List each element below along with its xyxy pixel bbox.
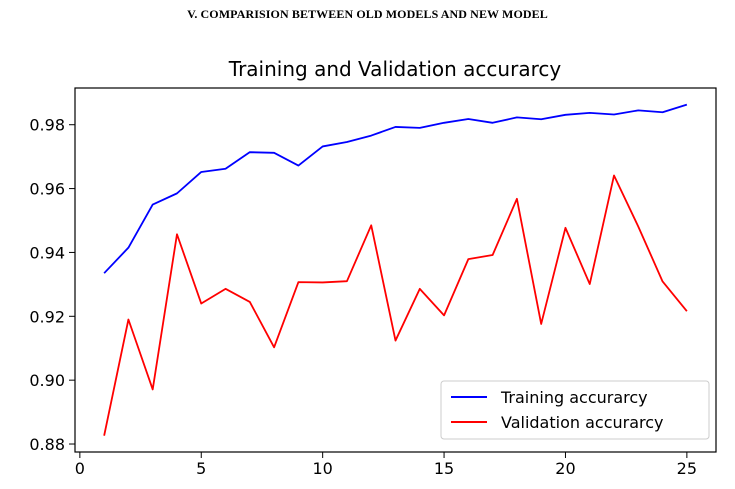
y-tick-label: 0.98 [29, 116, 65, 135]
legend-label: Training accurarcy [500, 388, 648, 407]
x-tick-label: 0 [75, 459, 85, 478]
chart-title: Training and Validation accurarcy [228, 57, 562, 81]
x-tick-label: 10 [312, 459, 332, 478]
x-tick-label: 15 [434, 459, 454, 478]
legend-box [440, 380, 710, 440]
legend-label: Validation accurarcy [501, 413, 664, 432]
chart-legend: Training accurarcy Validation accurarcy [440, 380, 710, 440]
y-tick-label: 0.92 [29, 307, 65, 326]
x-tick-label: 20 [555, 459, 575, 478]
y-tick-label: 0.96 [29, 180, 65, 199]
series-line-training [103, 103, 688, 274]
series-line-validation [103, 174, 688, 436]
y-tick-label: 0.94 [29, 243, 65, 262]
x-tick-label: 5 [196, 459, 206, 478]
plot-area: 0 5 10 15 20 25 0.88 0.90 0.92 0.94 0.96 0.98 [29, 87, 717, 478]
y-tick-label: 0.90 [29, 371, 65, 390]
y-tick-label: 0.88 [29, 435, 65, 454]
section-heading: V. COMPARISION BETWEEN OLD MODELS AND NE… [187, 7, 548, 21]
x-tick-label: 25 [677, 459, 697, 478]
axes-frame [74, 87, 717, 453]
